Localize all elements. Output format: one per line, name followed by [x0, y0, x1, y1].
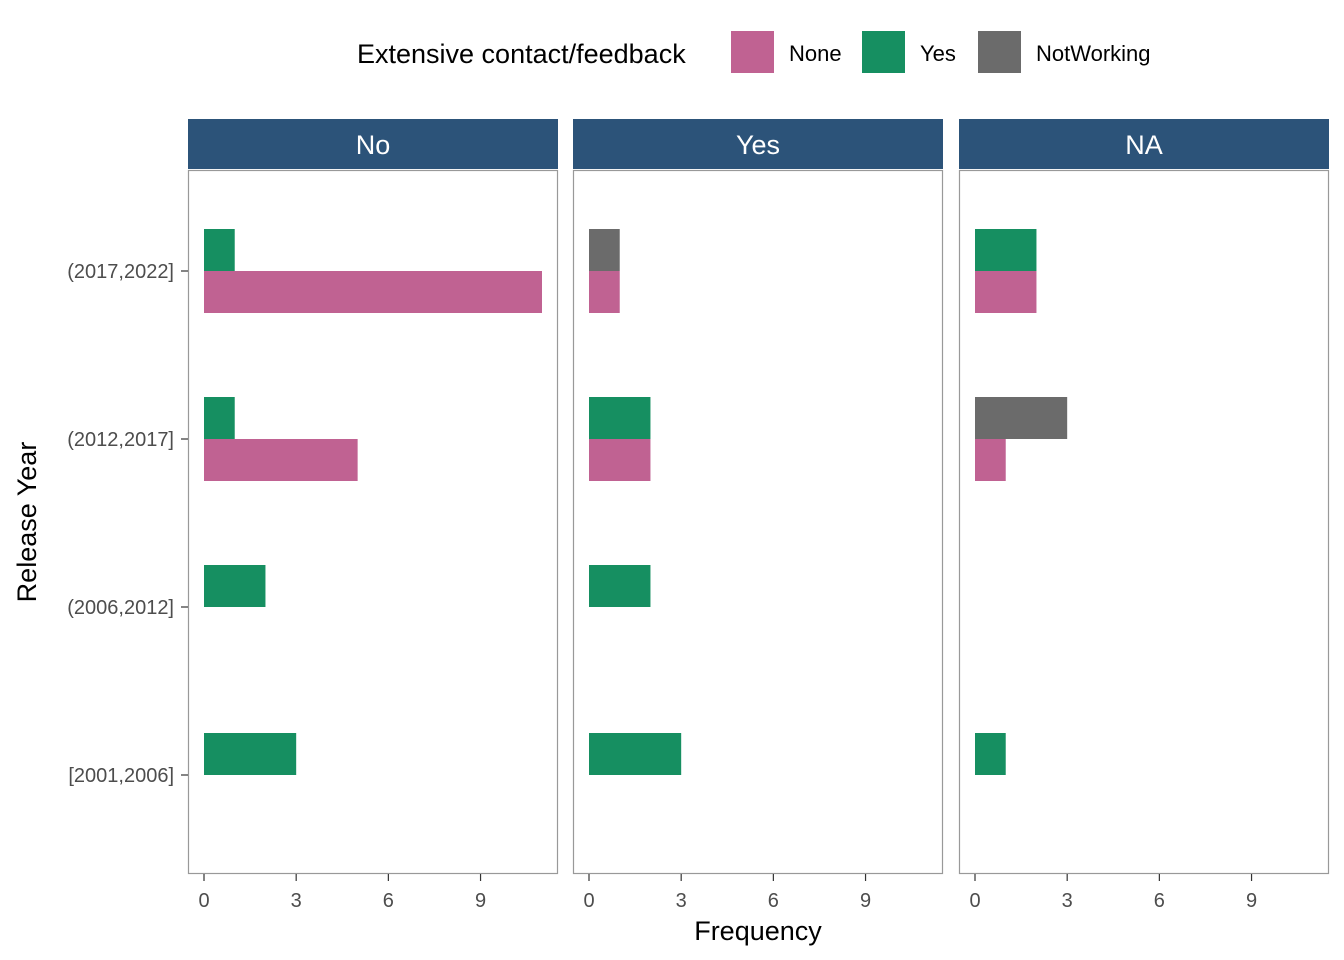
x-tick-label: 0 — [198, 890, 209, 912]
bar-none — [589, 439, 651, 481]
x-tick-label: 0 — [583, 890, 594, 912]
legend-label-notworking: NotWorking — [1036, 41, 1151, 66]
facet-strip-label: No — [356, 130, 391, 160]
x-tick-label: 6 — [1154, 890, 1165, 912]
bar-notworking — [589, 229, 620, 271]
x-tick-label: 3 — [1062, 890, 1073, 912]
x-tick-label: 9 — [1246, 890, 1257, 912]
y-tick-label: (2006,2012] — [67, 597, 174, 619]
x-axis-title: Frequency — [694, 916, 822, 946]
facet-yes: Yes 0 3 6 9 — [572, 119, 944, 912]
y-tick-label: [2001,2006] — [68, 765, 174, 787]
facet-na: NA 0 3 6 9 — [958, 119, 1330, 912]
x-tick-label: 3 — [291, 890, 302, 912]
facet-strip-label: Yes — [736, 130, 780, 160]
bar-none — [204, 271, 542, 313]
bar-notworking — [975, 397, 1068, 439]
bar-yes — [204, 733, 297, 775]
y-tick-label: (2017,2022] — [67, 261, 174, 283]
bar-none — [204, 439, 358, 481]
facet-strip-label: NA — [1125, 130, 1163, 160]
legend-label-yes: Yes — [920, 41, 956, 66]
legend-entry-notworking: NotWorking — [978, 31, 1151, 73]
x-tick-label: 6 — [383, 890, 394, 912]
x-tick-label: 0 — [969, 890, 980, 912]
legend: Extensive contact/feedback None Yes NotWor… — [357, 31, 1151, 73]
legend-entry-none: None — [731, 31, 842, 73]
y-tick-label: (2012,2017] — [67, 429, 174, 451]
facet-strip — [573, 119, 943, 169]
bar-none — [975, 439, 1006, 481]
legend-title: Extensive contact/feedback — [357, 39, 686, 69]
bar-yes — [975, 229, 1037, 271]
legend-key-yes — [862, 31, 905, 73]
bar-yes — [589, 397, 651, 439]
bar-yes — [589, 565, 651, 607]
facet-panels: No 0 3 6 9 Yes 0 3 6 9 NA 0 3 6 9 [2001,2006] (2006,2012… — [67, 119, 1330, 912]
bar-yes — [589, 733, 682, 775]
x-tick-label: 9 — [475, 890, 486, 912]
legend-entry-yes: Yes — [862, 31, 956, 73]
facet-strip — [188, 119, 558, 169]
legend-key-none — [731, 31, 774, 73]
x-tick-label: 9 — [860, 890, 871, 912]
legend-key-notworking — [978, 31, 1021, 73]
bar-yes — [204, 397, 235, 439]
bar-yes — [204, 565, 266, 607]
legend-label-none: None — [789, 41, 842, 66]
bar-none — [589, 271, 620, 313]
x-tick-label: 6 — [768, 890, 779, 912]
bar-yes — [975, 733, 1006, 775]
bar-yes — [204, 229, 235, 271]
facet-strip — [959, 119, 1329, 169]
x-tick-label: 3 — [676, 890, 687, 912]
y-axis-title: Release Year — [12, 442, 42, 603]
bar-none — [975, 271, 1037, 313]
facet-no: No 0 3 6 9 — [187, 119, 559, 912]
y-axis: [2001,2006] (2006,2012] (2012,2017] (2017,2… — [67, 261, 188, 787]
